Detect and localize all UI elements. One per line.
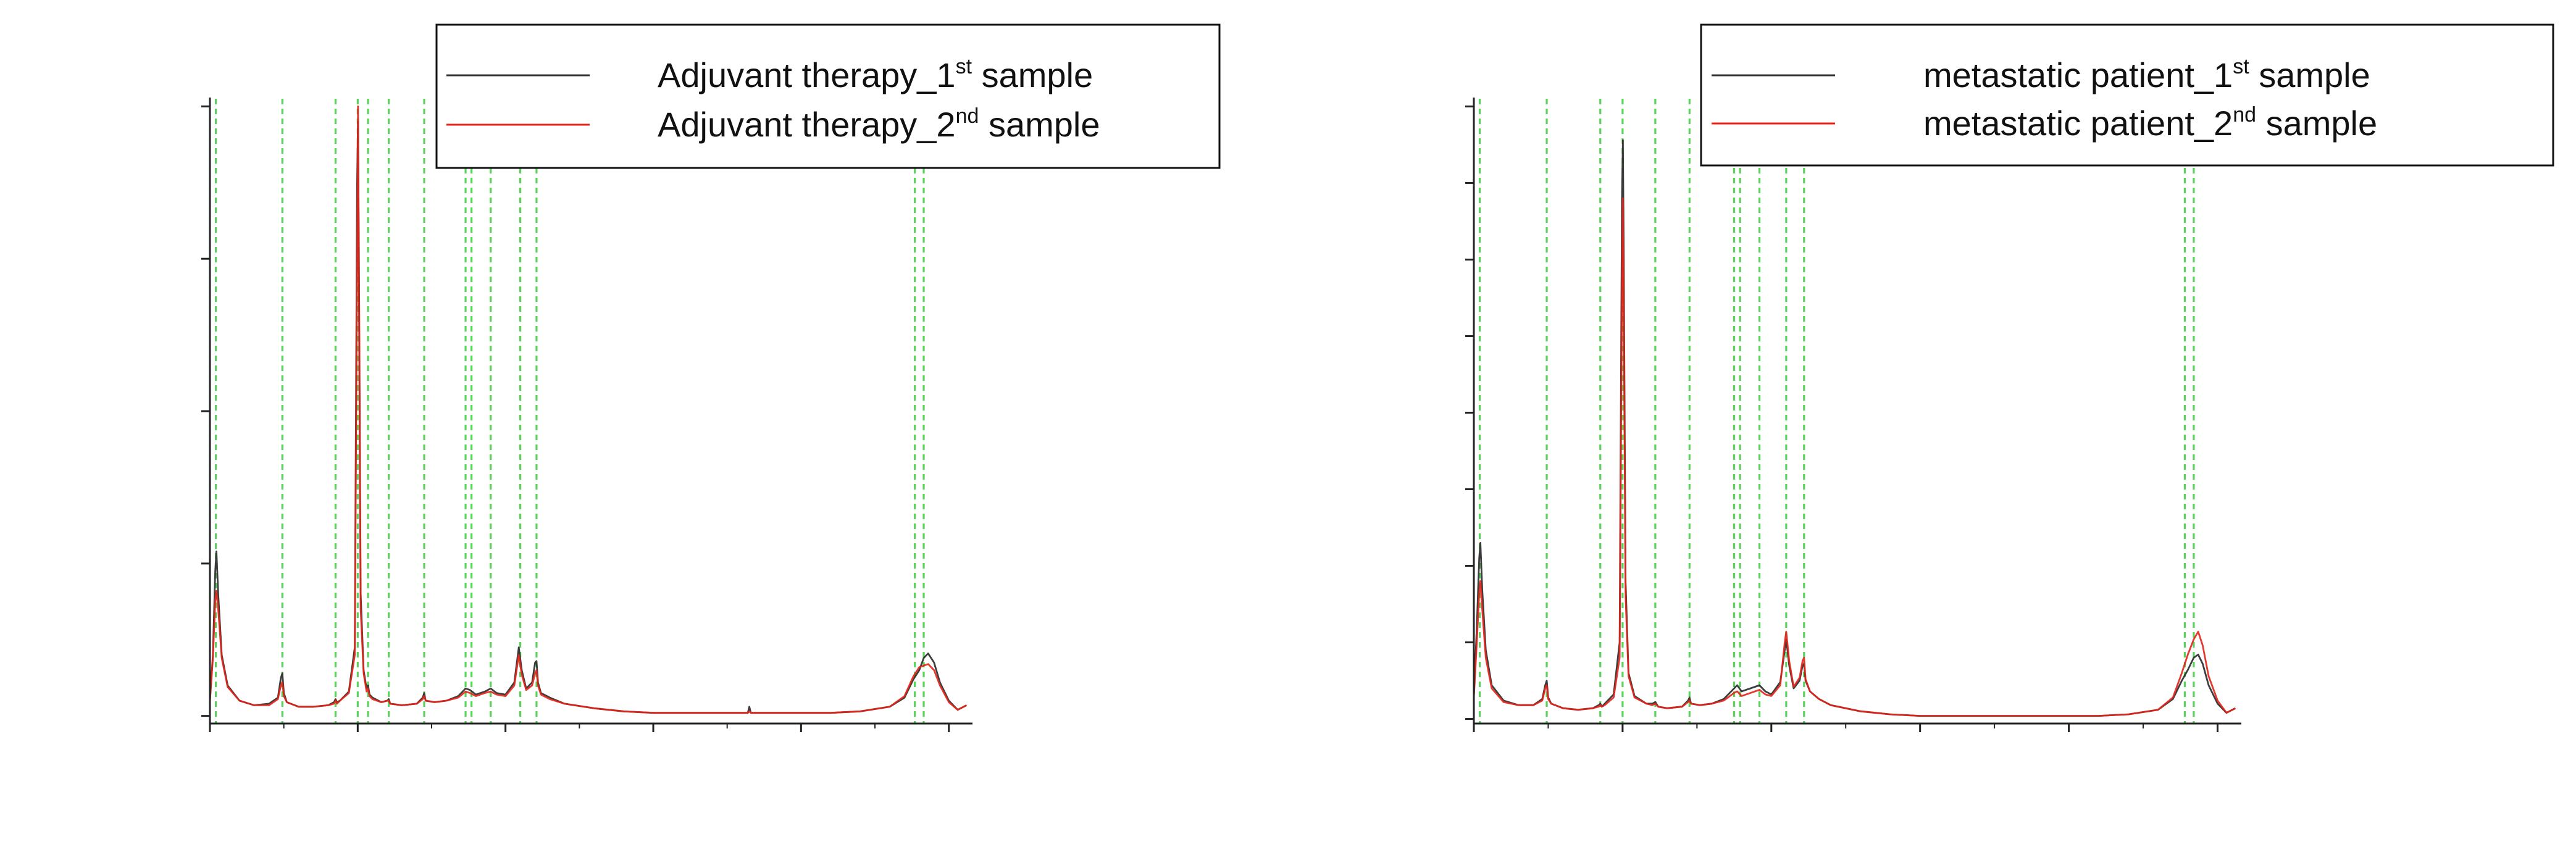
legend-label-base: Adjuvant therapy_1 bbox=[658, 56, 956, 94]
series-line-2 bbox=[209, 105, 968, 714]
legend-label-2: metastatic patient_2nd sample bbox=[1923, 103, 2377, 143]
series-line-1 bbox=[1473, 139, 2236, 717]
series-line-1 bbox=[209, 120, 968, 714]
legend-label-superscript: st bbox=[956, 55, 972, 78]
legend-label-base: metastatic patient_1 bbox=[1923, 56, 2233, 94]
legend-label-tail: sample bbox=[2256, 104, 2377, 143]
legend-label-1: Adjuvant therapy_1st sample bbox=[658, 55, 1093, 94]
legend-label-1: metastatic patient_1st sample bbox=[1923, 55, 2370, 94]
legend-label-2: Adjuvant therapy_2nd sample bbox=[658, 104, 1100, 144]
series-line-2 bbox=[1473, 197, 2236, 717]
legend-label-superscript: nd bbox=[2233, 103, 2256, 127]
legend-label-base: metastatic patient_2 bbox=[1923, 104, 2233, 143]
legend-label-base: Adjuvant therapy_2 bbox=[658, 105, 956, 144]
chart-panel-b: metastatic patient_1st samplemetastatic … bbox=[1465, 23, 2554, 732]
legend-label-superscript: nd bbox=[956, 104, 979, 128]
legend-label-tail: sample bbox=[972, 56, 1093, 94]
legend-label-tail: sample bbox=[2249, 56, 2370, 94]
legend: metastatic patient_1st samplemetastatic … bbox=[1700, 23, 2554, 167]
legend-label-tail: sample bbox=[979, 105, 1100, 144]
legend-label-superscript: st bbox=[2233, 55, 2249, 78]
legend-box bbox=[1700, 23, 2554, 167]
legend-box bbox=[435, 23, 1221, 169]
